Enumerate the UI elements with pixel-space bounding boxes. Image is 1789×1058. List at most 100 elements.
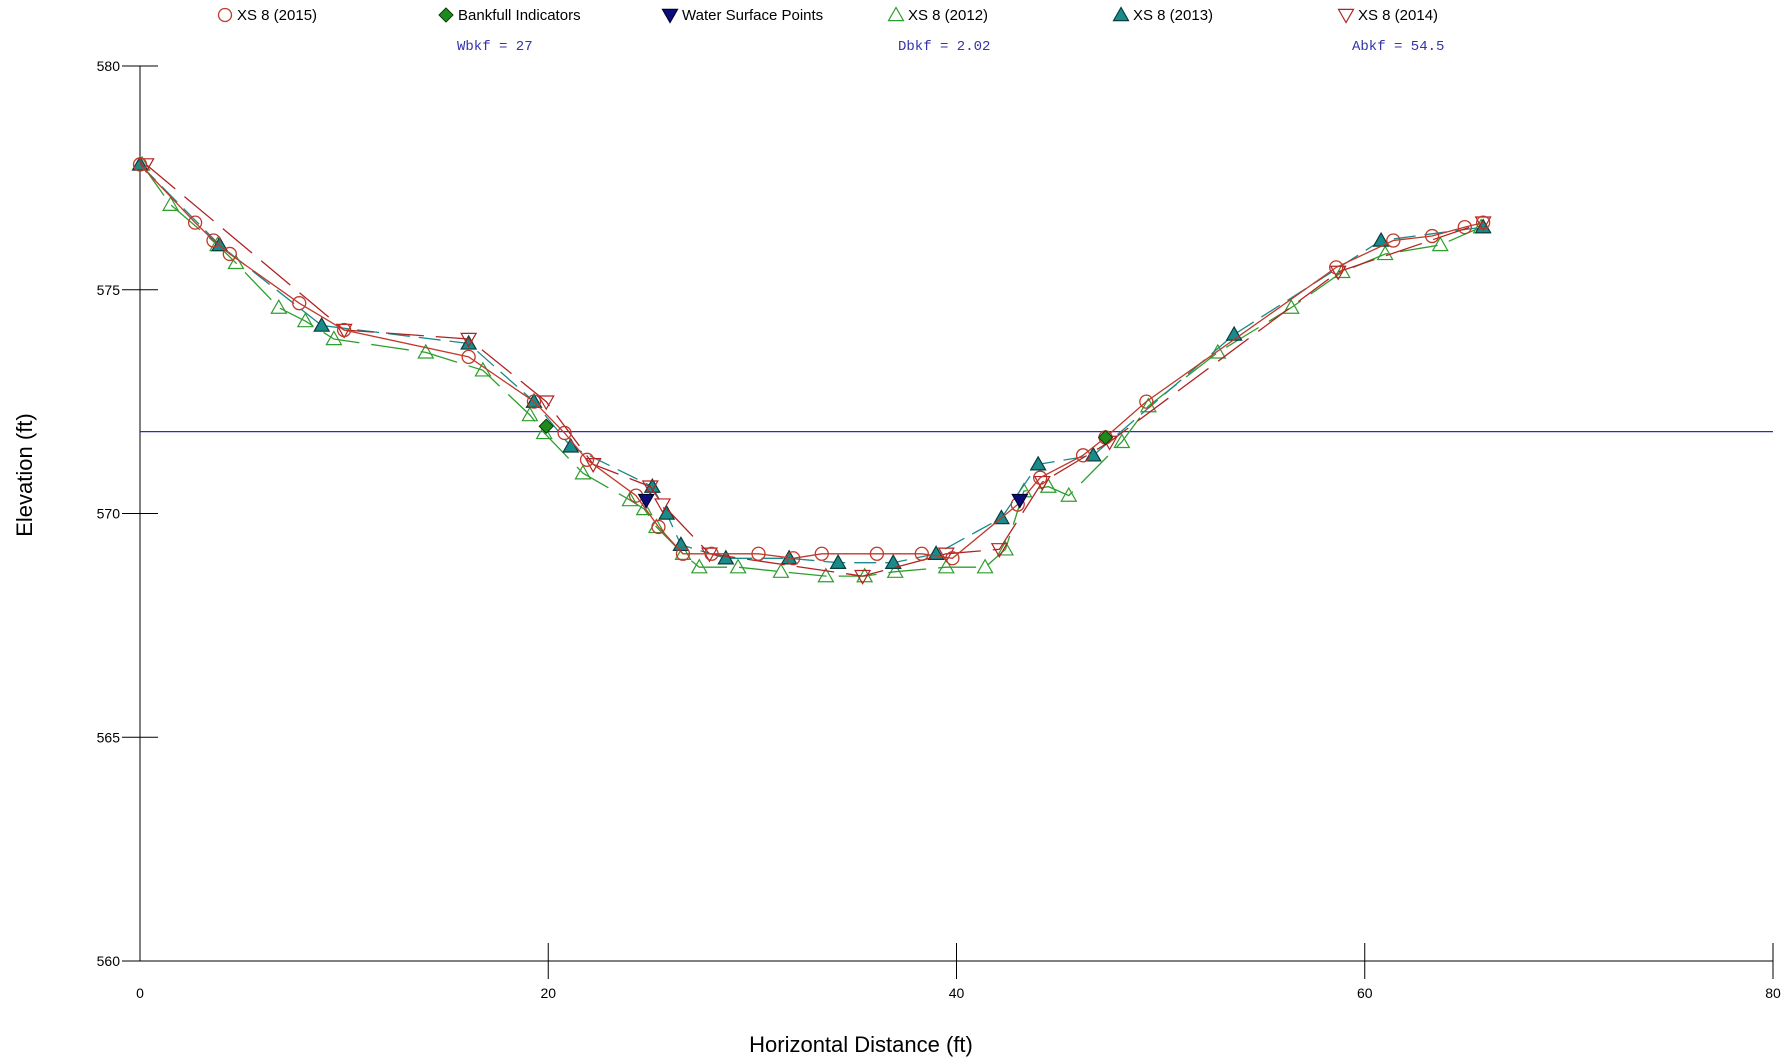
y-tick-label: 580	[97, 58, 121, 74]
y-tick-label: 575	[97, 282, 121, 298]
series-xs-8-2014	[137, 158, 1492, 585]
series-bankfull-indicators	[538, 418, 1114, 446]
data-series	[131, 155, 1492, 585]
legend: XS 8 (2015) Bankfull Indicators Water Surf…	[217, 6, 1438, 24]
data-point	[1475, 215, 1491, 230]
legend-marker	[1337, 8, 1355, 24]
x-axis-title: Horizontal Distance (ft)	[749, 1032, 973, 1057]
data-point	[976, 558, 994, 574]
data-point	[814, 546, 829, 561]
axes: 560 565 570 575 580 0 20 40 60 80	[97, 58, 1781, 1001]
data-point	[460, 334, 478, 350]
legend-item: Bankfull Indicators	[438, 7, 581, 24]
legend-item: XS 8 (2012)	[887, 6, 988, 24]
data-point	[945, 551, 960, 566]
data-point	[675, 546, 691, 561]
legend-marker	[217, 7, 233, 23]
data-point	[296, 312, 314, 328]
x-tick-label: 20	[540, 985, 556, 1001]
series-line	[139, 164, 1484, 559]
data-point	[641, 480, 659, 496]
data-point	[651, 519, 666, 535]
data-point	[187, 215, 203, 230]
data-point	[579, 452, 595, 467]
series-xs-8-2013	[131, 155, 1492, 569]
data-point	[292, 296, 307, 311]
data-point	[937, 558, 955, 574]
data-point	[1431, 236, 1449, 252]
y-axis-title: Elevation (ft)	[12, 413, 37, 537]
data-point	[1113, 433, 1131, 449]
data-point	[914, 546, 929, 561]
data-point	[1386, 233, 1401, 248]
data-point	[854, 569, 872, 585]
data-point	[786, 551, 801, 566]
y-tick-label: 570	[97, 506, 121, 522]
data-point	[1225, 325, 1243, 341]
legend-item: XS 8 (2015)	[217, 7, 317, 24]
x-tick-label: 80	[1765, 985, 1781, 1001]
data-point	[1139, 394, 1154, 409]
data-point	[690, 558, 708, 574]
data-point	[270, 298, 288, 314]
data-point	[162, 196, 180, 211]
legend-label: Water Surface Points	[682, 7, 823, 24]
data-point	[729, 558, 747, 574]
legend-label: XS 8 (2015)	[237, 7, 317, 24]
data-point	[1033, 470, 1048, 485]
x-tick-label: 60	[1357, 985, 1373, 1001]
data-point	[658, 504, 676, 520]
legend-marker	[438, 7, 454, 23]
data-point	[417, 343, 435, 359]
y-tick-label: 565	[97, 729, 121, 745]
data-point	[637, 493, 655, 509]
data-point	[996, 540, 1015, 556]
data-point	[521, 406, 539, 422]
data-point	[574, 464, 592, 480]
series-line	[145, 164, 1484, 577]
data-point	[884, 554, 902, 569]
legend-marker	[661, 8, 679, 24]
series-xs-8-2015	[132, 157, 1491, 566]
annotation-dbkf: Dbkf = 2.02	[898, 39, 990, 55]
legend-marker	[1112, 6, 1130, 22]
data-point	[206, 233, 221, 248]
data-point	[1029, 455, 1047, 471]
data-point	[137, 158, 155, 174]
data-point	[635, 500, 653, 516]
data-point	[1075, 448, 1091, 463]
annotation-abkf: Abkf = 54.5	[1352, 39, 1444, 55]
data-point	[621, 491, 639, 507]
data-point	[674, 545, 692, 561]
data-point	[829, 554, 847, 569]
data-point	[990, 543, 1008, 559]
data-point	[817, 567, 835, 583]
legend-marker	[887, 6, 905, 22]
data-point	[222, 246, 237, 262]
y-tick-label: 560	[97, 953, 121, 969]
data-point	[336, 322, 352, 338]
data-point	[537, 395, 555, 411]
data-point	[1097, 429, 1114, 446]
data-point	[525, 392, 543, 408]
data-point	[1474, 218, 1492, 234]
legend-label: Bankfull Indicators	[458, 7, 581, 24]
data-point	[557, 425, 572, 441]
data-point	[869, 546, 885, 561]
data-point	[1424, 228, 1440, 244]
data-point	[474, 361, 492, 377]
data-point	[772, 562, 790, 578]
data-point	[461, 349, 476, 365]
legend-label: XS 8 (2012)	[908, 7, 988, 24]
data-point	[1457, 219, 1472, 235]
data-point	[654, 498, 672, 514]
data-point	[1060, 486, 1078, 502]
series-xs-8-2012	[133, 155, 1490, 583]
bankfull-annotations: Wbkf = 27 Dbkf = 2.02 Abkf = 54.5	[457, 39, 1444, 55]
data-point	[1282, 298, 1300, 314]
data-point	[704, 546, 719, 561]
legend-item: XS 8 (2013)	[1112, 6, 1213, 24]
data-point	[538, 418, 554, 434]
data-point	[526, 394, 542, 409]
